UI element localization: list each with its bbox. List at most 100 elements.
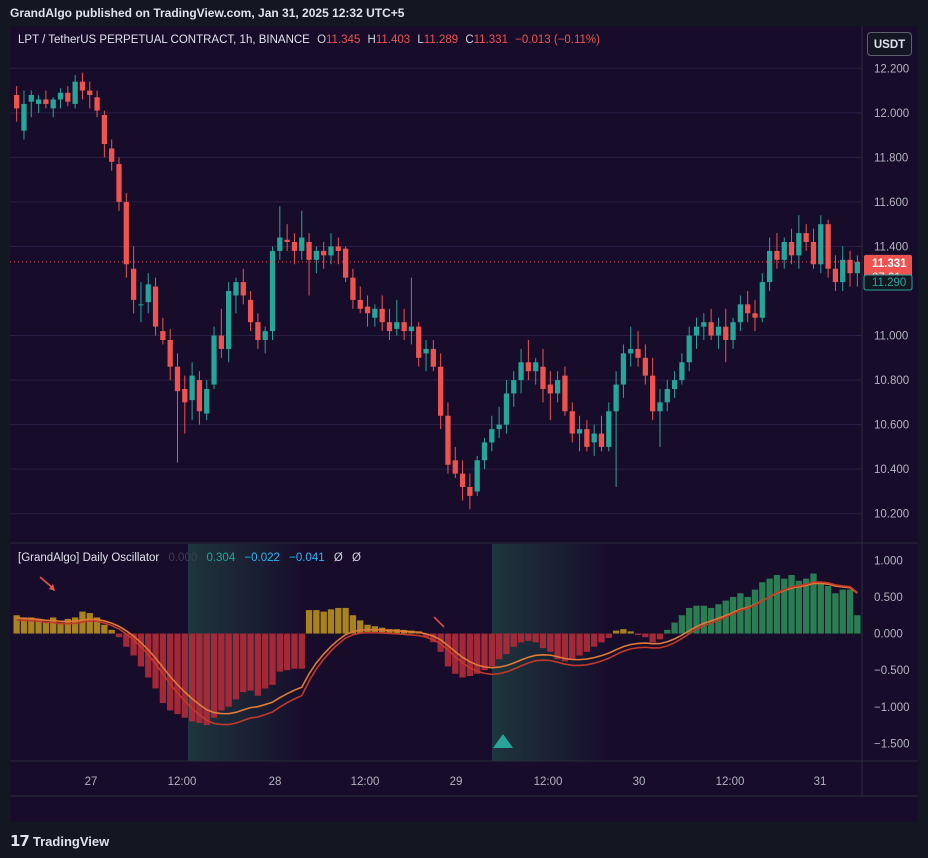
oscillator-bar: [232, 633, 240, 700]
high-label: H: [367, 34, 376, 46]
oscillator-bar: [452, 633, 459, 674]
oscillator-bar: [539, 633, 547, 649]
candle-body: [430, 348, 436, 367]
oscillator-bar: [430, 633, 437, 643]
candle-body: [226, 291, 232, 349]
candle-body: [145, 284, 151, 303]
oscillator-axis-label: −1.500: [874, 738, 910, 750]
candle-body: [752, 313, 758, 318]
oscillator-bar: [503, 633, 510, 655]
candle-body: [386, 322, 393, 332]
candle-body: [854, 262, 860, 274]
candle-body: [657, 402, 663, 412]
osc-value-3: −0.041: [289, 552, 325, 564]
oscillator-bar: [174, 633, 181, 715]
oscillator-bar: [656, 633, 664, 640]
oscillator-bar: [349, 615, 357, 634]
candle-body: [591, 433, 597, 443]
time-axis-label: 31: [814, 776, 827, 788]
oscillator-bar: [547, 633, 554, 652]
time-axis-label: 12:00: [168, 776, 197, 788]
chart-svg[interactable]: 12.200 12.000 11.800 11.600 11.400 11.000 10.8…: [10, 26, 918, 822]
oscillator-bar: [240, 633, 247, 693]
candle-body: [116, 164, 122, 202]
oscillator-legend: [GrandAlgo] Daily Oscillator 0.000 0.304…: [18, 552, 367, 564]
oscillator-bar: [64, 618, 71, 634]
currency-button[interactable]: USDT: [867, 32, 912, 56]
oscillator-bar: [612, 630, 620, 634]
price-axis-label: 11.000: [874, 331, 908, 343]
sell-signal-arrow: [433, 616, 445, 628]
candle-body: [576, 429, 583, 434]
oscillator-bar: [101, 624, 108, 634]
oscillator-bar: [634, 633, 642, 636]
oscillator-bar: [854, 615, 861, 634]
candle-body: [204, 389, 210, 414]
candle-body: [335, 246, 341, 251]
open-value: 11.345: [326, 34, 361, 46]
oscillator-bar: [737, 593, 744, 634]
candle-body: [693, 326, 700, 336]
oscillator-axis-label: 1.000: [874, 555, 903, 567]
candle-body: [533, 362, 539, 372]
tradingview-brand[interactable]: 𝟭𝟳 TradingView: [10, 832, 109, 850]
oscillator-bar: [532, 633, 539, 643]
oscillator-bar: [598, 633, 605, 643]
oscillator-bar: [86, 613, 93, 634]
candle-body: [584, 429, 590, 447]
oscillator-bar: [167, 633, 174, 711]
candle-body: [489, 429, 495, 443]
candle-body: [72, 81, 78, 104]
candle-body: [218, 335, 224, 349]
oscillator-axis-label: −0.500: [874, 665, 910, 677]
candle-body: [759, 282, 765, 318]
oscillator-bar: [605, 633, 612, 638]
candle-body: [364, 306, 371, 314]
candle-body: [328, 246, 334, 256]
oscillator-bar: [649, 633, 656, 643]
candle-body: [21, 103, 27, 131]
time-axis-label: 12:00: [716, 776, 745, 788]
candle-body: [445, 415, 451, 465]
price-axis-label: 11.400: [874, 241, 908, 253]
candle-body: [123, 201, 129, 265]
oscillator-bar: [115, 633, 123, 638]
price-axis-label: 12.200: [874, 63, 909, 75]
oscillator-bar: [342, 607, 349, 634]
candle-body: [423, 348, 429, 354]
osc-value-5: Ø: [351, 552, 361, 564]
candle-body: [766, 250, 773, 283]
high-value: 11.403: [375, 34, 411, 46]
oscillator-bar: [561, 633, 569, 662]
time-axis-label: 28: [269, 776, 282, 788]
low-value: 11.289: [423, 34, 459, 46]
candle-body: [825, 224, 831, 269]
price-axis-label: 11.600: [874, 197, 908, 209]
candle-body: [474, 460, 480, 492]
candle-body: [313, 250, 320, 260]
candle-body: [518, 362, 524, 381]
oscillator-bar: [20, 617, 28, 634]
oscillator-bar: [188, 633, 196, 722]
candle-body: [160, 331, 166, 340]
candle-body: [255, 322, 261, 340]
oscillator-bar: [810, 573, 817, 634]
candle-body: [715, 326, 722, 336]
oscillator-bar: [700, 605, 707, 634]
candle-body: [130, 268, 137, 300]
oscillator-axis-label: 0.000: [874, 629, 903, 641]
price-axis-label: 12.000: [874, 108, 909, 120]
candle-body: [628, 348, 634, 354]
candle-body: [211, 335, 217, 385]
oscillator-bar: [291, 633, 298, 669]
candle-body: [664, 389, 670, 403]
oscillator-bar: [686, 607, 693, 634]
oscillator-axis-label: 0.500: [874, 592, 903, 604]
price-axis-label: 10.200: [874, 509, 909, 521]
candle-body: [598, 433, 605, 447]
candle-body: [511, 380, 517, 394]
candle-body: [679, 362, 685, 381]
oscillator-bar: [357, 620, 364, 634]
candle-body: [233, 282, 239, 296]
brand-label: TradingView: [32, 833, 110, 849]
